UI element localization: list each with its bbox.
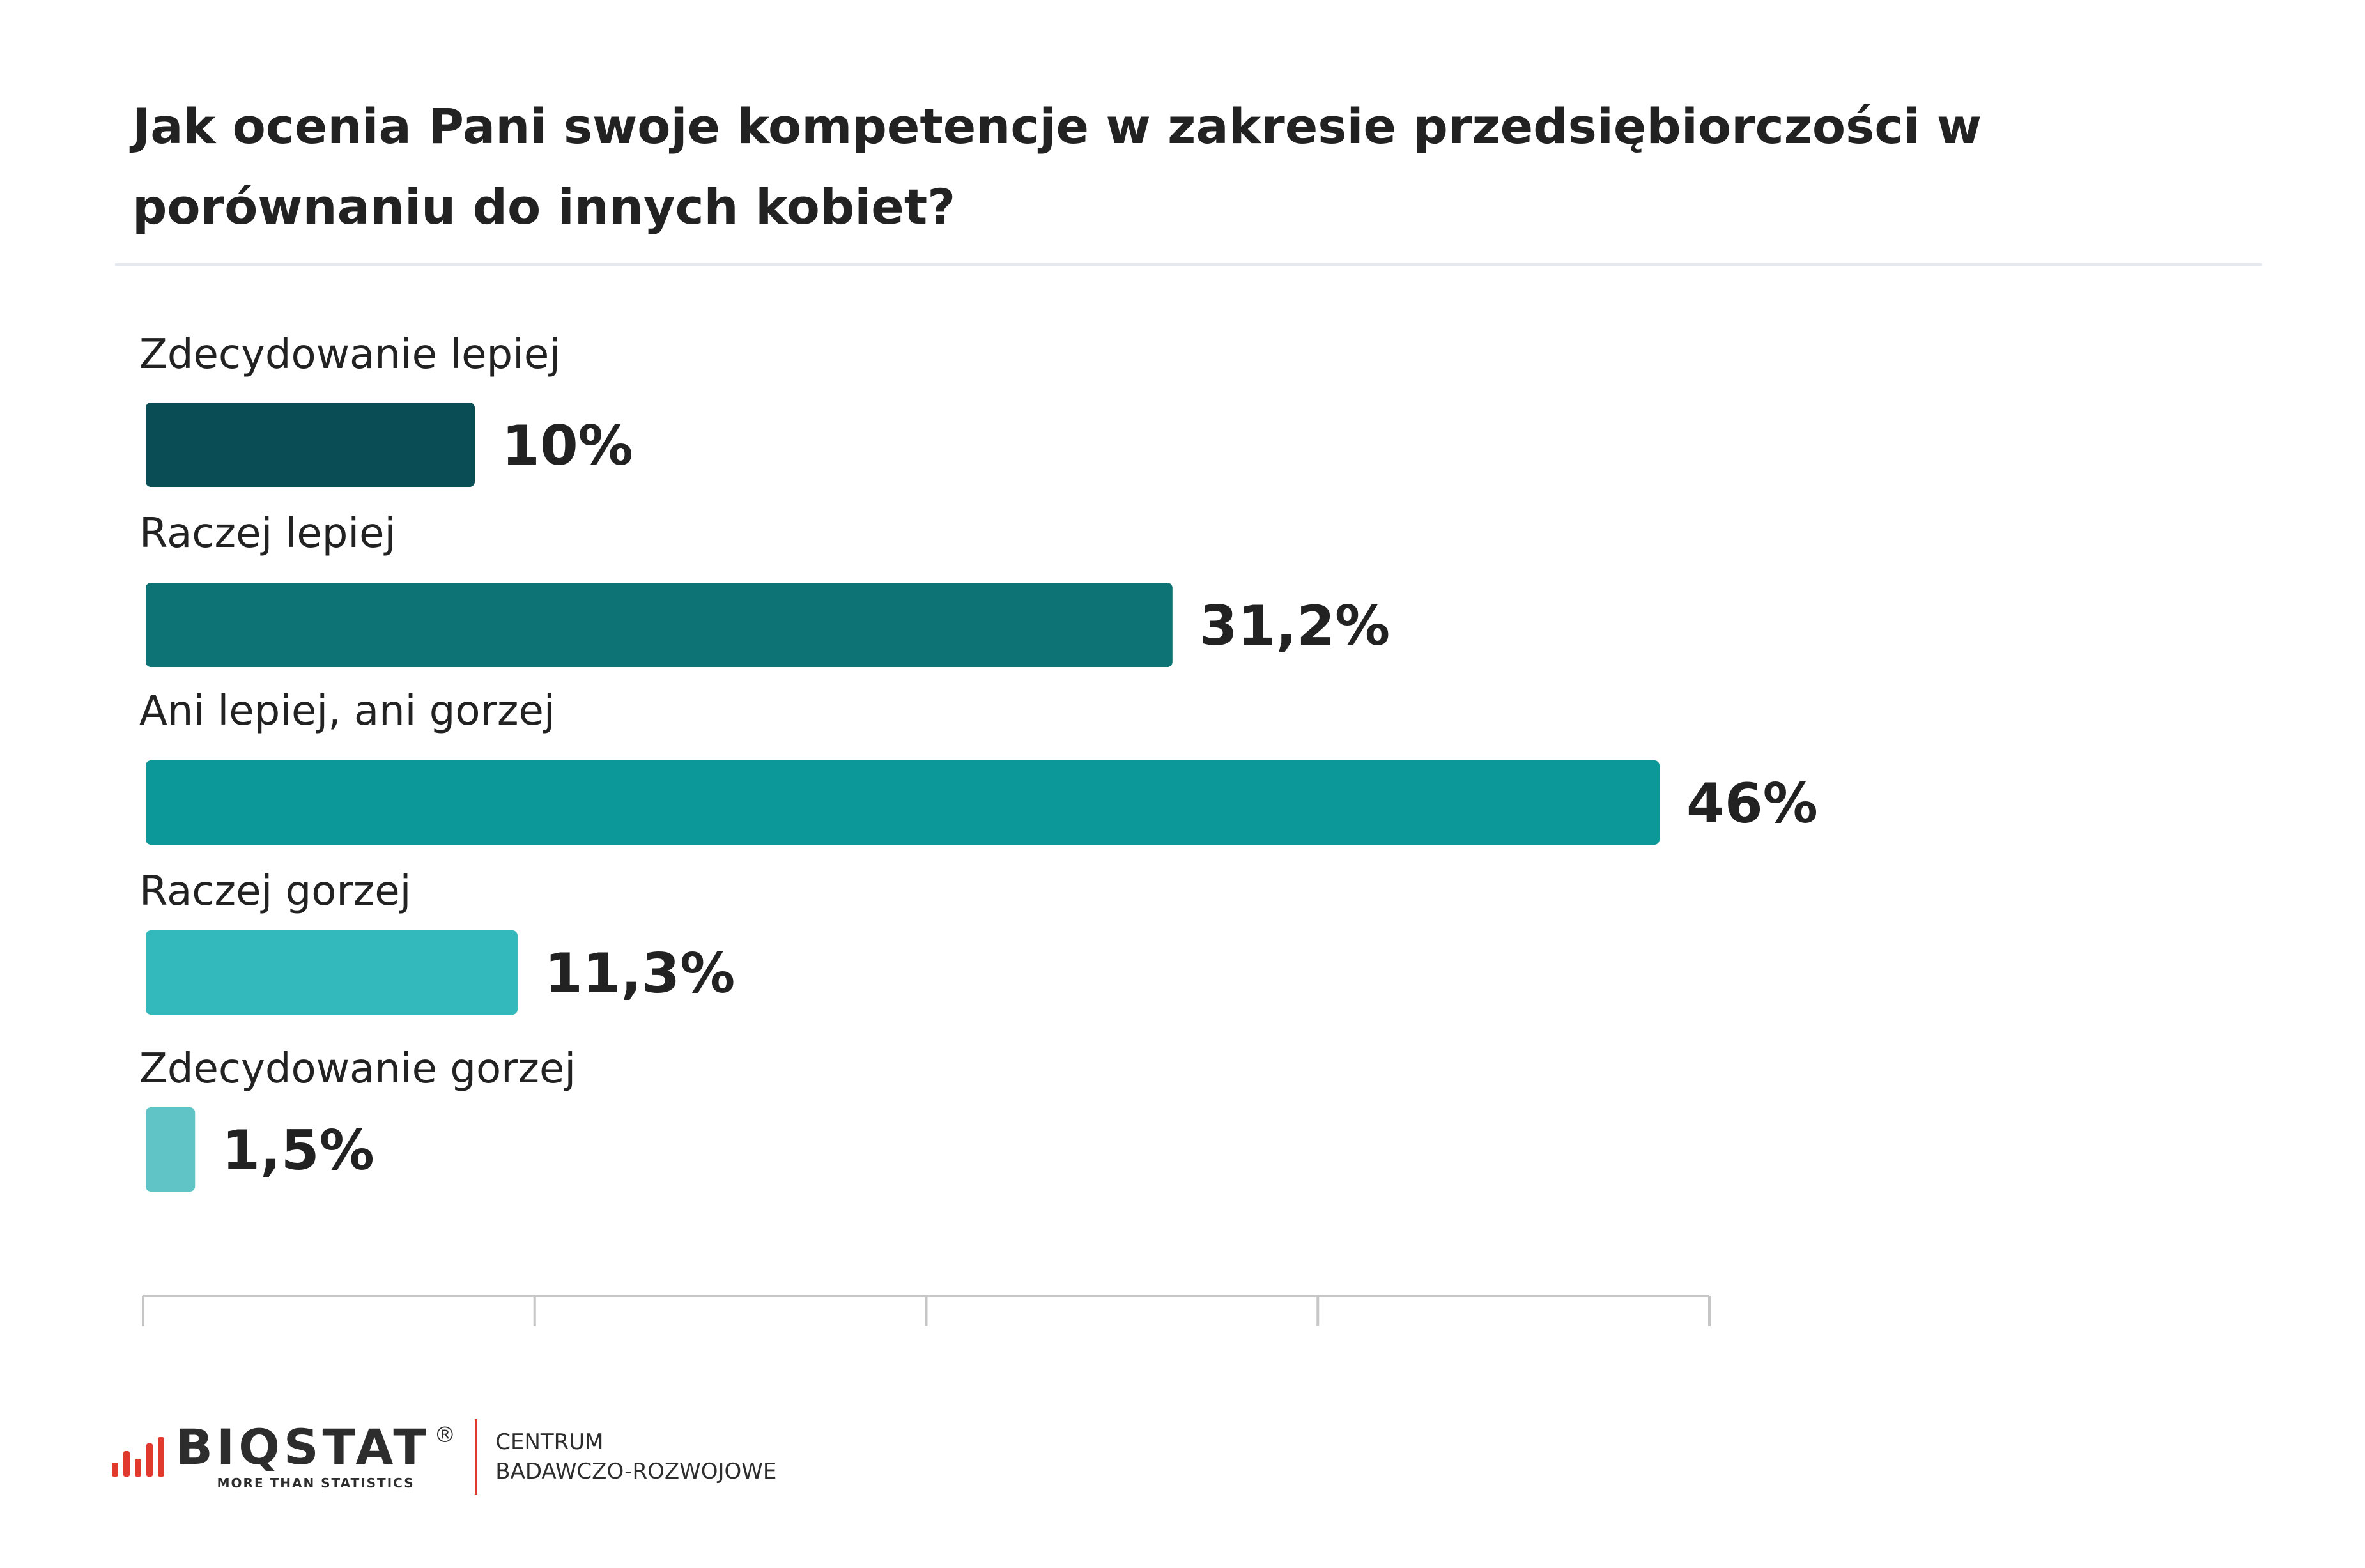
- category-label: Zdecydowanie lepiej: [139, 331, 560, 378]
- footer-logo: BIQSTAT ® MORE THAN STATISTICS CENTRUM BA…: [112, 1412, 776, 1502]
- bar-chart: Zdecydowanie lepiej 10% Raczej lepiej 31,2%…: [139, 331, 1818, 1326]
- chart-title: Jak ocenia Pani swoje kompetencje w zakr…: [132, 98, 1982, 235]
- value-label: 10%: [502, 414, 633, 478]
- centrum-line-2: BADAWCZO-ROZWOJOWE: [495, 1459, 777, 1484]
- bar: [146, 760, 1660, 845]
- registered-mark: ®: [434, 1422, 456, 1448]
- bar: [146, 403, 475, 487]
- bar: [146, 930, 518, 1015]
- bar: [146, 1107, 196, 1192]
- title-divider: [115, 263, 2262, 266]
- bar: [146, 583, 1173, 667]
- bar-chart-logo-icon: [112, 1437, 164, 1477]
- value-label: 46%: [1686, 772, 1818, 836]
- category-label: Raczej lepiej: [139, 510, 396, 557]
- category-label: Ani lepiej, ani gorzej: [139, 688, 555, 735]
- brand-tagline: MORE THAN STATISTICS: [217, 1475, 415, 1491]
- category-label: Raczej gorzej: [139, 868, 411, 915]
- bars-group: Zdecydowanie lepiej 10% Raczej lepiej 31,2%…: [139, 331, 1818, 1192]
- centrum-line-1: CENTRUM: [495, 1429, 604, 1455]
- value-label: 11,3%: [544, 942, 735, 1006]
- category-label: Zdecydowanie gorzej: [139, 1045, 576, 1093]
- centrum-label: CENTRUM BADAWCZO-ROZWOJOWE: [495, 1427, 776, 1486]
- footer-separator: [475, 1419, 478, 1495]
- x-axis: [142, 1295, 1711, 1326]
- brand-name: BIQSTAT: [176, 1418, 431, 1475]
- value-label: 1,5%: [222, 1119, 374, 1183]
- value-label: 31,2%: [1199, 594, 1390, 658]
- brand-block: BIQSTAT ® MORE THAN STATISTICS: [176, 1422, 456, 1491]
